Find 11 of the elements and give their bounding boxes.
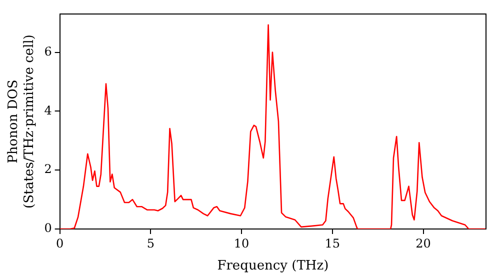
x-tick-label: 10	[234, 236, 250, 250]
y-tick-label: 0	[44, 221, 52, 236]
x-axis-title: Frequency (THz)	[217, 258, 329, 274]
y-tick-label: 2	[44, 162, 52, 176]
y-axis-title: Phonon DOS (States/THz·primitive cell)	[6, 34, 37, 209]
x-tick-label: 15	[324, 236, 340, 250]
x-tick-label: 5	[146, 236, 155, 250]
y-tick-label: 4	[44, 103, 52, 118]
x-tick-label: 20	[416, 236, 431, 250]
y-tick-label: 6	[44, 44, 52, 58]
x-tick-label: 0	[56, 236, 64, 250]
